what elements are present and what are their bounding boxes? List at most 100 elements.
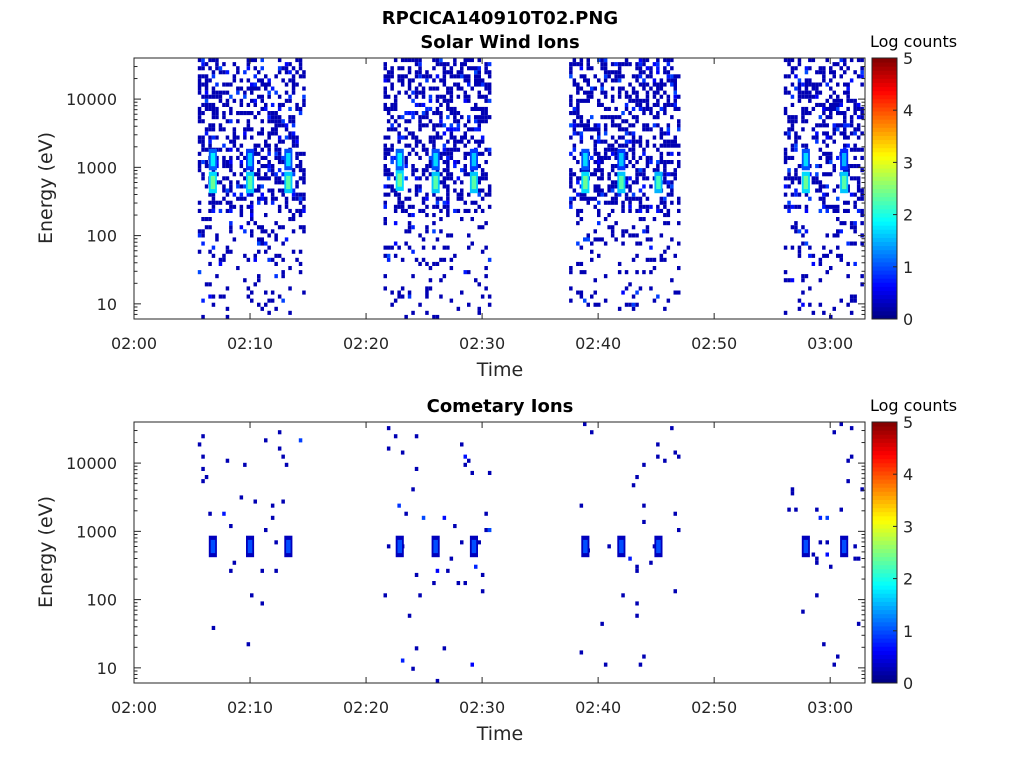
colorbar-segment bbox=[872, 532, 897, 537]
spectrogram-cell bbox=[453, 127, 457, 132]
spectrogram-cell bbox=[597, 131, 601, 136]
colorbar-segment bbox=[872, 147, 897, 153]
spectrogram-cell bbox=[670, 74, 674, 79]
spectrogram-cell bbox=[390, 82, 394, 87]
spectrogram-cell bbox=[432, 135, 436, 140]
spectrogram-cell bbox=[435, 678, 440, 683]
spectrogram-cell bbox=[860, 147, 864, 152]
spectrogram-cell bbox=[201, 135, 205, 140]
spectrogram-cell bbox=[201, 147, 205, 152]
spectrogram-cell bbox=[642, 204, 646, 209]
spectrogram-cell bbox=[673, 135, 677, 140]
spectrogram-cell bbox=[603, 131, 608, 136]
spectrogram-cell bbox=[425, 290, 429, 295]
spectrogram-cell bbox=[815, 172, 819, 177]
spectrogram-cell bbox=[239, 225, 244, 230]
spectrogram-cell bbox=[624, 139, 629, 144]
spectrogram-cell bbox=[222, 102, 226, 107]
spectrogram-cell bbox=[480, 572, 485, 577]
spectrogram-cell bbox=[474, 278, 478, 283]
spectrogram-cell bbox=[270, 229, 275, 234]
spectrogram-cell bbox=[460, 62, 464, 67]
spectrogram-cell bbox=[856, 188, 861, 193]
spectrogram-cell bbox=[453, 111, 457, 116]
spectrogram-cell bbox=[477, 176, 481, 181]
spectrogram-cell bbox=[818, 123, 823, 128]
spectrogram-cell bbox=[383, 78, 387, 83]
spectrogram-cell bbox=[274, 180, 278, 185]
spectrogram-cell bbox=[236, 86, 240, 91]
spectrogram-cell bbox=[270, 257, 275, 262]
spectrogram-cell bbox=[281, 225, 285, 230]
spectrogram-cell bbox=[432, 229, 436, 234]
spectrogram-cell bbox=[677, 208, 681, 213]
spectrogram-cell bbox=[583, 127, 587, 132]
spectrogram-cell bbox=[246, 257, 251, 262]
spectrogram-cell bbox=[414, 184, 419, 189]
spectrogram-cell bbox=[446, 568, 450, 573]
spectrogram-cell bbox=[849, 131, 854, 136]
spectrogram-cell bbox=[670, 78, 674, 83]
y-tick-label: 1000 bbox=[76, 158, 117, 177]
spectrogram-cell bbox=[446, 213, 450, 218]
spectrogram-cell bbox=[645, 143, 650, 148]
spectrogram-cell bbox=[610, 78, 615, 83]
colorbar-segment bbox=[872, 556, 897, 562]
spectrogram-cell bbox=[225, 70, 230, 75]
spectrogram-cell bbox=[407, 225, 412, 230]
spectrogram-cell bbox=[239, 164, 244, 169]
spectrogram-cell bbox=[246, 86, 251, 91]
spectrogram-cell bbox=[607, 106, 611, 111]
spectrogram-cell bbox=[818, 66, 823, 71]
x-tick-label: 02:00 bbox=[111, 334, 157, 353]
spectrogram-cell bbox=[246, 119, 251, 124]
spectrogram-cell bbox=[860, 188, 864, 193]
spectrogram-cell bbox=[645, 196, 650, 201]
spectrogram-cell bbox=[624, 176, 629, 181]
spectrogram-cell bbox=[670, 66, 674, 71]
spectrogram-cell bbox=[617, 90, 622, 95]
spectrogram-cell bbox=[822, 642, 826, 647]
spectrogram-cell bbox=[839, 221, 843, 226]
spectrogram-cell bbox=[411, 213, 415, 218]
spectrogram-cell bbox=[659, 106, 664, 111]
spectrogram-cell bbox=[411, 58, 415, 63]
spectrogram-cell bbox=[790, 491, 795, 496]
spectrogram-cell bbox=[590, 430, 594, 435]
spectrogram-cell bbox=[663, 82, 667, 87]
spectrogram-cell bbox=[783, 106, 788, 111]
spectrogram-cell bbox=[579, 503, 584, 508]
spectrogram-cell bbox=[825, 233, 829, 238]
spectrogram-cell bbox=[808, 58, 812, 63]
spectrogram-cell bbox=[617, 261, 622, 266]
spectrogram-cell bbox=[442, 515, 447, 520]
peak-cell bbox=[286, 175, 291, 190]
spectrogram-cell bbox=[446, 164, 450, 169]
spectrogram-cell bbox=[576, 290, 580, 295]
colorbar-title: Log counts bbox=[870, 32, 957, 51]
spectrogram-cell bbox=[614, 200, 618, 205]
y-axis-label: Energy (eV) bbox=[35, 496, 57, 608]
spectrogram-cell bbox=[666, 139, 671, 144]
spectrogram-cell bbox=[425, 164, 429, 169]
spectrogram-cell bbox=[832, 74, 836, 79]
spectrogram-cell bbox=[270, 111, 275, 116]
x-tick-label: 03:00 bbox=[807, 698, 853, 717]
spectrogram-cell bbox=[576, 160, 580, 165]
spectrogram-cell bbox=[442, 147, 447, 152]
spectrogram-cell bbox=[666, 123, 671, 128]
spectrogram-cell bbox=[414, 192, 419, 197]
spectrogram-cell bbox=[663, 180, 667, 185]
spectrogram-cell bbox=[204, 78, 209, 83]
spectrogram-cell bbox=[298, 106, 303, 111]
spectrogram-cell bbox=[253, 147, 257, 152]
spectrogram-cell bbox=[291, 119, 296, 124]
spectrogram-cell bbox=[421, 200, 426, 205]
spectrogram-cell bbox=[295, 257, 299, 262]
spectrogram-cell bbox=[257, 168, 261, 173]
spectrogram-cell bbox=[274, 115, 278, 120]
spectrogram-cell bbox=[631, 155, 636, 160]
spectrogram-cell bbox=[815, 90, 819, 95]
spectrogram-cell bbox=[449, 556, 454, 561]
spectrogram-cell bbox=[576, 261, 580, 266]
